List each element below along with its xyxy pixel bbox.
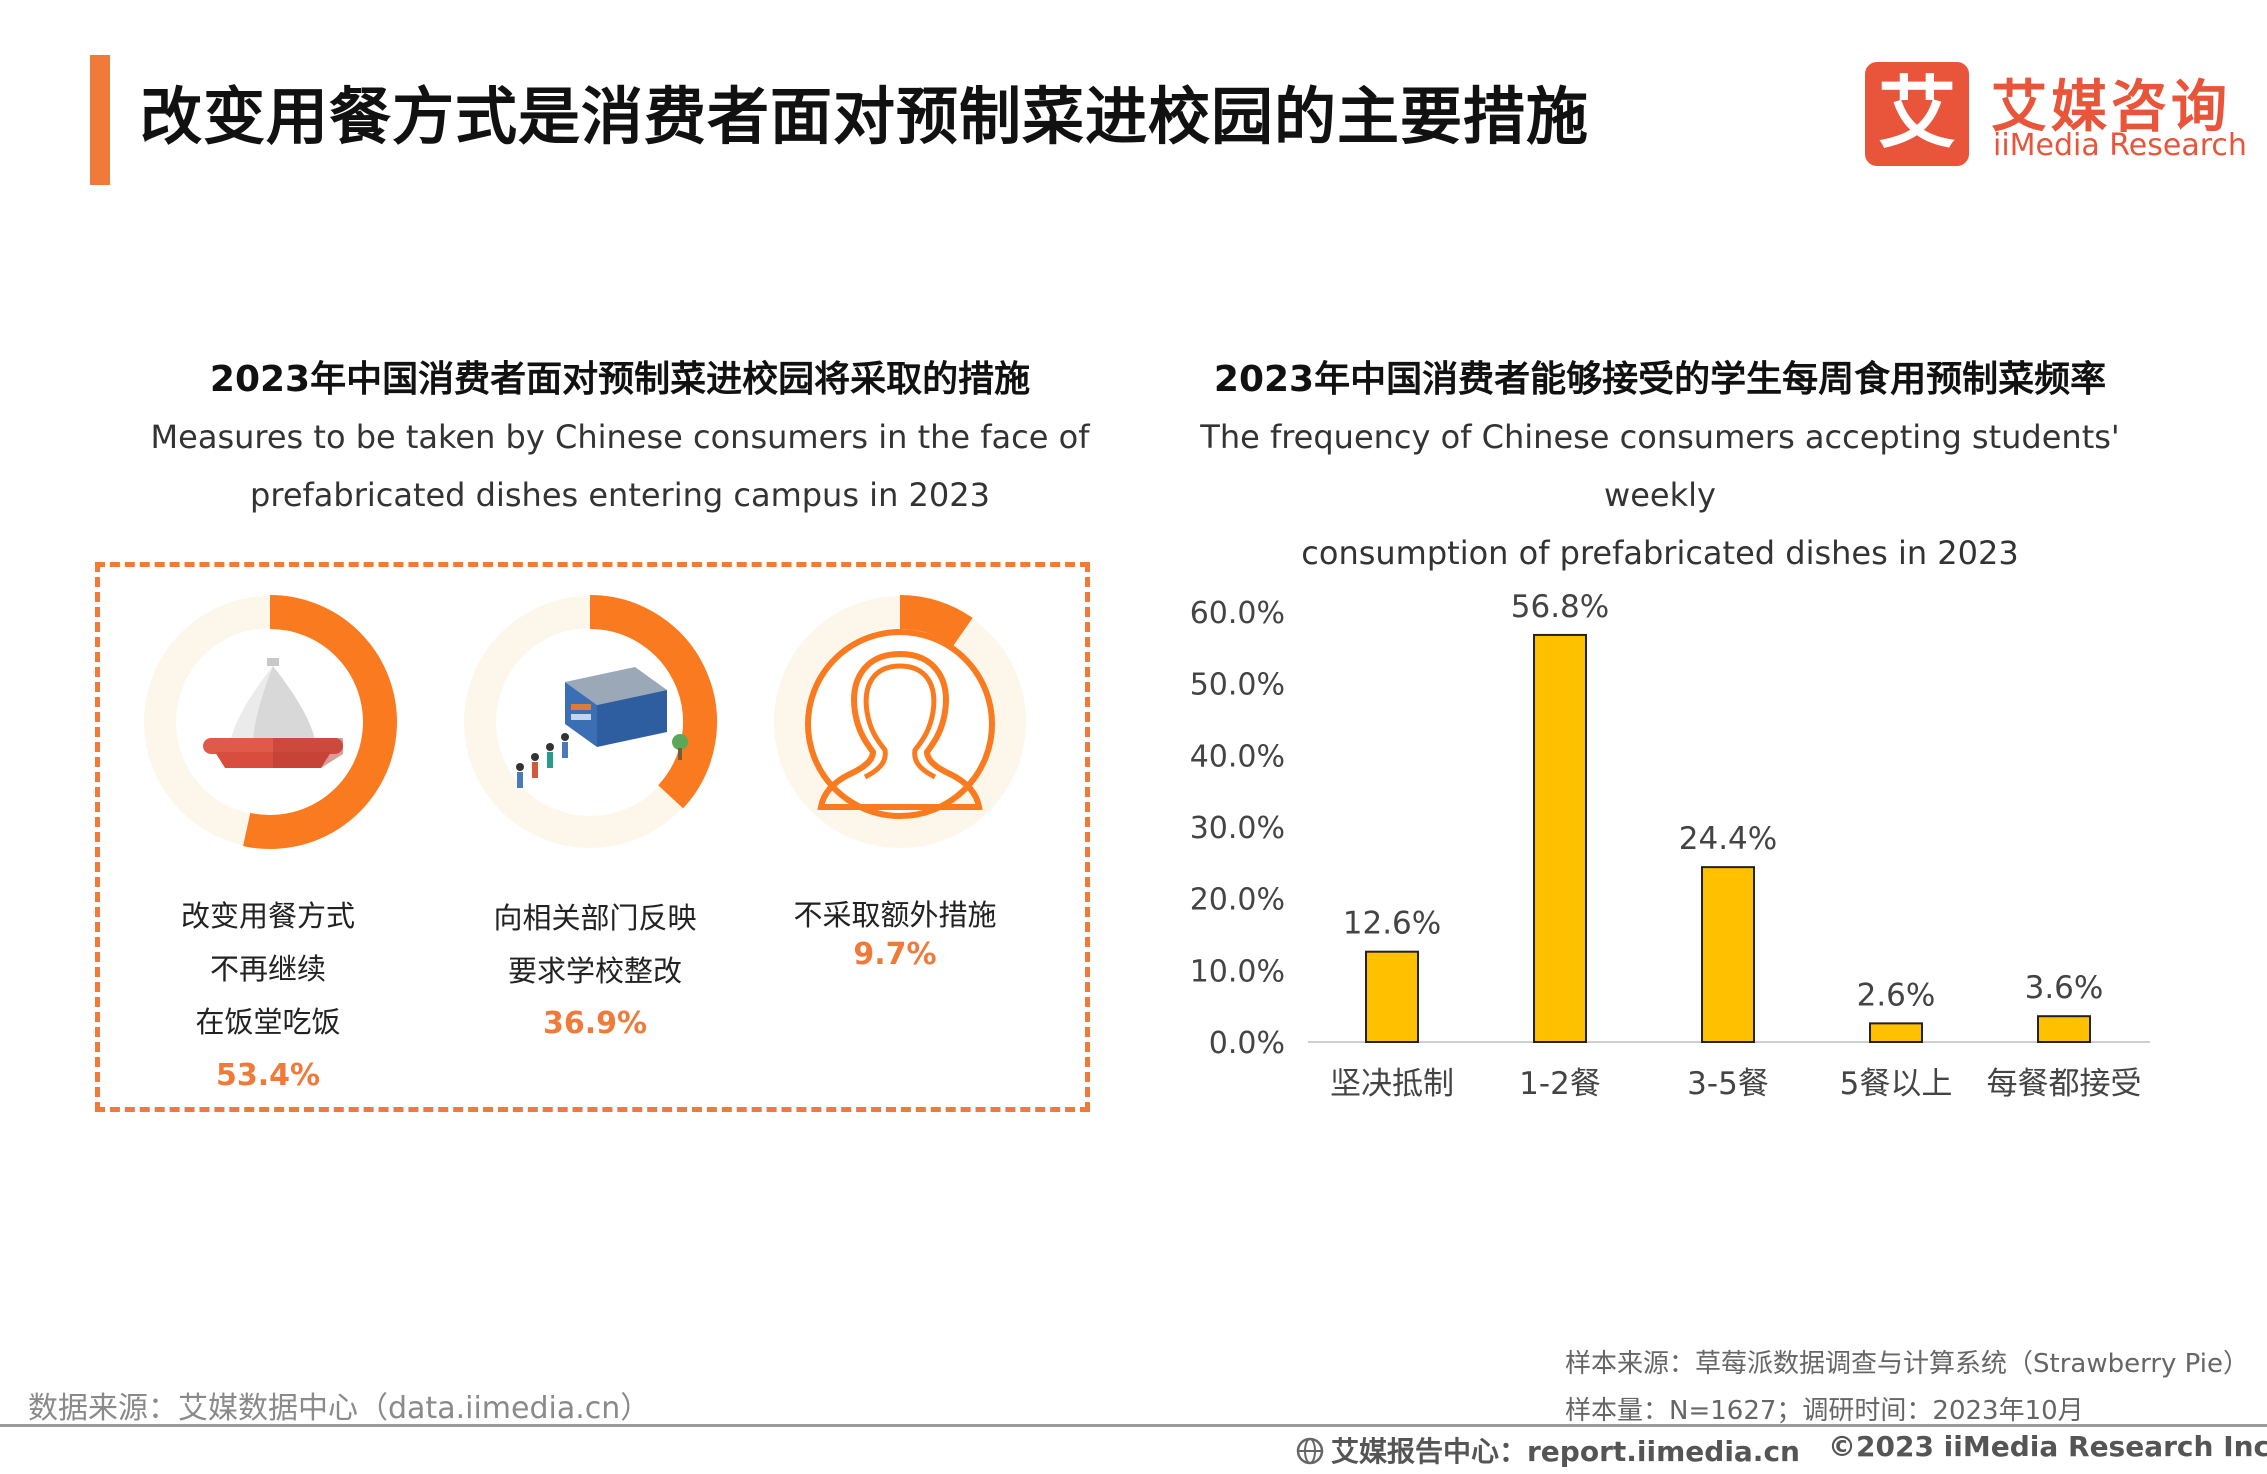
copyright: ©2023 iiMedia Research Inc (1828, 1430, 2267, 1463)
y-tick-label: 0.0% (1209, 1026, 1285, 1061)
right-subtitle-line-2: consumption of prefabricated dishes in 2… (1301, 534, 2019, 572)
x-category-label: 5餐以上 (1840, 1066, 1953, 1102)
bars: 12.6% 坚决抵制 56.8% 1-2餐 24.4% 3-5餐 2.6% 5餐以上 3.6% 每… (1330, 589, 2142, 1102)
logo-icon: 艾 (1865, 62, 1969, 166)
footer-divider (0, 1424, 2267, 1427)
y-tick-label: 10.0% (1190, 954, 1285, 989)
brand-logo: 艾 艾媒咨询 iiMedia Research (1865, 62, 2247, 172)
right-subtitle-line-1: The frequency of Chinese consumers accep… (1200, 418, 2120, 514)
measure-label-no-action: 不采取额外措施 (745, 889, 1045, 942)
y-tick-label: 40.0% (1190, 739, 1285, 774)
y-tick-label: 60.0% (1190, 596, 1285, 631)
bar-value-label: 56.8% (1511, 589, 1609, 625)
measure-label-line: 改变用餐方式 (180, 899, 355, 933)
y-tick-label: 20.0% (1190, 883, 1285, 918)
left-panel-title: 2023年中国消费者面对预制菜进校园将采取的措施 (209, 359, 1031, 400)
donut-arc (589, 595, 717, 809)
page-title: 改变用餐方式是消费者面对预制菜进校园的主要措施 (140, 80, 1590, 153)
bar-value-label: 2.6% (1857, 977, 1936, 1013)
logo-en-text: iiMedia Research (1993, 128, 2247, 163)
report-center-text: 艾媒报告中心：report.iimedia.cn (1331, 1435, 1800, 1468)
donut-arc (899, 595, 973, 647)
left-subtitle-line-2: prefabricated dishes entering campus in … (250, 476, 990, 514)
measure-label-line: 向相关部门反映 (493, 901, 697, 935)
measure-label-line: 不采取额外措施 (793, 898, 997, 932)
measures-donuts (144, 595, 1026, 849)
bar-value-label: 24.4% (1679, 821, 1777, 857)
y-axis: 0.0% 10.0% 20.0% 30.0% 40.0% 50.0% 60.0% (1190, 596, 1285, 1061)
y-tick-label: 50.0% (1190, 668, 1285, 703)
title-accent-bar (90, 55, 110, 185)
left-subtitle-line-1: Measures to be taken by Chinese consumer… (150, 418, 1090, 456)
x-category-label: 坚决抵制 (1330, 1066, 1454, 1102)
measure-label-line: 在饭堂吃饭 (195, 1005, 341, 1039)
x-category-label: 3-5餐 (1687, 1066, 1769, 1102)
right-panel-subtitle: The frequency of Chinese consumers accep… (1140, 408, 2180, 582)
bar (1533, 633, 1587, 1044)
bar (1869, 1022, 1923, 1043)
sample-size: 样本量：N=1627；调研时间：2023年10月 (1565, 1396, 2084, 1426)
measure-value-report-departments: 36.9% (542, 1006, 648, 1041)
measure-label-change-dining: 改变用餐方式 不再继续 在饭堂吃饭 (118, 890, 418, 1049)
school-building-queue-icon (516, 667, 688, 788)
sample-source: 样本来源：草莓派数据调查与计算系统（Strawberry Pie） (1565, 1349, 2249, 1379)
bar (2037, 1015, 2091, 1044)
data-source: 数据来源：艾媒数据中心（data.iimedia.cn） (28, 1391, 651, 1426)
donut-inner (807, 629, 993, 815)
y-tick-label: 30.0% (1190, 811, 1285, 846)
measure-value-no-action: 9.7% (853, 937, 937, 972)
right-panel-title: 2023年中国消费者能够接受的学生每周食用预制菜频率 (1213, 359, 2107, 400)
bar (1701, 866, 1755, 1044)
measure-label-line: 不再继续 (209, 952, 326, 986)
measure-label-report-departments: 向相关部门反映 要求学校整改 (445, 892, 745, 998)
measures-box (95, 562, 1090, 1112)
left-panel-subtitle: Measures to be taken by Chinese consumer… (120, 408, 1120, 524)
x-category-label: 每餐都接受 (1987, 1066, 2142, 1102)
donut-arc (243, 595, 397, 849)
bar-value-label: 3.6% (2025, 970, 2104, 1006)
measure-label-line: 要求学校整改 (507, 954, 682, 988)
report-center-link[interactable]: 艾媒报告中心：report.iimedia.cn (1295, 1430, 1800, 1470)
bar (1365, 950, 1419, 1044)
bar-value-label: 12.6% (1343, 906, 1441, 942)
measure-value-change-dining: 53.4% (215, 1058, 321, 1093)
person-silhouette-icon (805, 629, 995, 819)
logo-cn-text: 艾媒咨询 (1991, 75, 2231, 140)
x-category-label: 1-2餐 (1519, 1066, 1601, 1102)
donut-no-action (774, 595, 1026, 848)
globe-icon (1296, 1437, 1324, 1465)
donut-change-dining (144, 595, 397, 849)
donut-report-departments (464, 595, 717, 848)
serving-cloche-icon (203, 658, 343, 768)
